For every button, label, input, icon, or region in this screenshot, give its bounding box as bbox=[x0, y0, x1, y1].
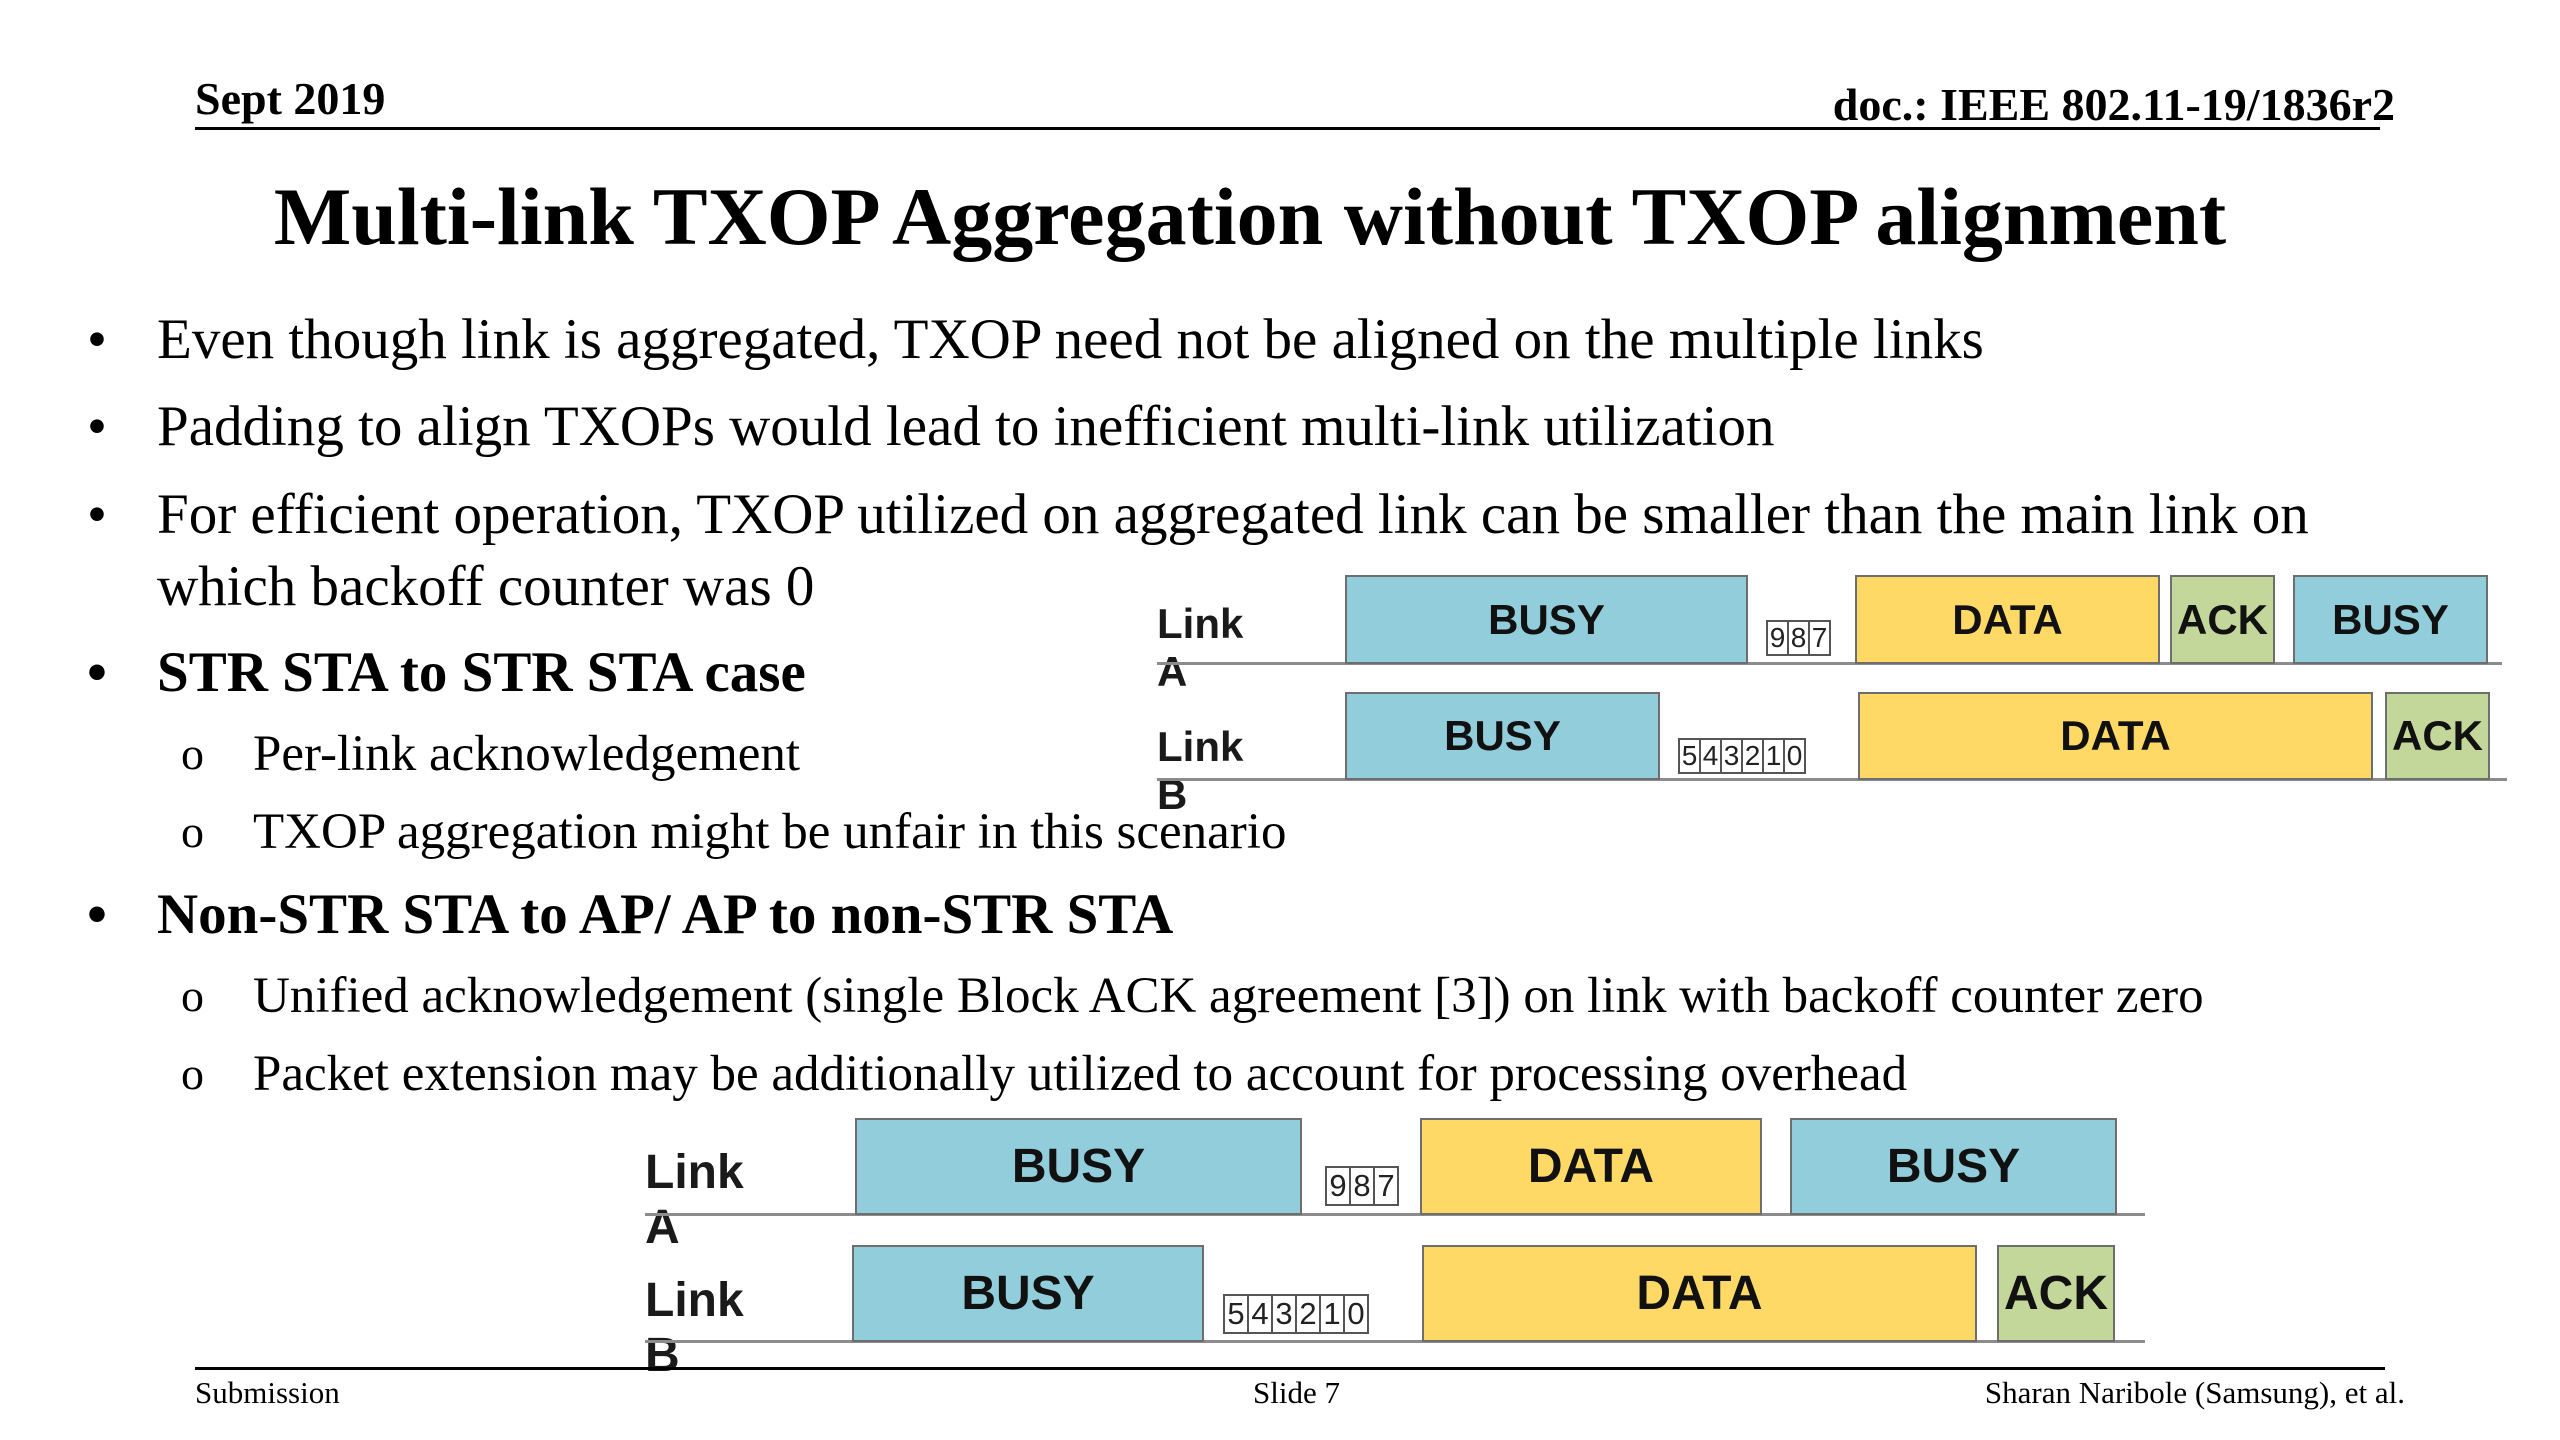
link-a-busy-block: BUSY bbox=[855, 1118, 1302, 1215]
link-b-data-block: DATA bbox=[1858, 692, 2373, 780]
link-a-label: Link A bbox=[645, 1146, 744, 1254]
bullet-marker: • bbox=[87, 641, 107, 704]
bullet-text: Padding to align TXOPs would lead to ine… bbox=[157, 395, 1775, 458]
link-a-busy-block-2: BUSY bbox=[2293, 575, 2488, 664]
footer-submission: Submission bbox=[195, 1375, 340, 1410]
bullet-marker: • bbox=[87, 483, 107, 546]
sub-bullet-text: Unified acknowledgement (single Block AC… bbox=[253, 968, 2204, 1024]
link-b-ack-block: ACK bbox=[2385, 692, 2490, 780]
link-b-ack-block: ACK bbox=[1997, 1245, 2115, 1342]
bullet-marker: • bbox=[87, 883, 107, 946]
footer-divider bbox=[195, 1367, 2385, 1370]
sub-bullet-text: Packet extension may be additionally uti… bbox=[253, 1046, 1908, 1102]
counter-slot: 8 bbox=[1349, 1166, 1375, 1206]
counter-slot: 4 bbox=[1247, 1294, 1273, 1334]
sub-bullet-marker: o bbox=[181, 728, 204, 779]
counter-slot: 3 bbox=[1271, 1294, 1297, 1334]
footer-author: Sharan Naribole (Samsung), et al. bbox=[1984, 1375, 2405, 1410]
link-b-data-block: DATA bbox=[1422, 1245, 1977, 1342]
counter-slot: 2 bbox=[1741, 738, 1764, 774]
counter-slot: 3 bbox=[1720, 738, 1743, 774]
sub-bullet-marker: o bbox=[181, 970, 204, 1021]
counter-slot: 1 bbox=[1762, 738, 1785, 774]
counter-slot: 7 bbox=[1808, 620, 1831, 656]
sub-bullet-marker: o bbox=[181, 1048, 204, 1099]
link-a-busy-block-2: BUSY bbox=[1790, 1118, 2117, 1215]
counter-slot: 7 bbox=[1373, 1166, 1399, 1206]
link-a-data-block: DATA bbox=[1855, 575, 2160, 664]
link-b-baseline bbox=[645, 1340, 2145, 1343]
counter-slot: 2 bbox=[1295, 1294, 1321, 1334]
link-b-backoff-counter: 5 4 3 2 1 0 bbox=[1678, 738, 1806, 774]
counter-slot: 0 bbox=[1343, 1294, 1369, 1334]
bullet-4: • STR STA to STR STA case bbox=[87, 638, 806, 708]
counter-slot: 8 bbox=[1787, 620, 1810, 656]
link-a-busy-block: BUSY bbox=[1345, 575, 1748, 664]
bullet-2: • Padding to align TXOPs would lead to i… bbox=[87, 392, 1775, 462]
bullet-text: For efficient operation, TXOP utilized o… bbox=[157, 483, 2309, 546]
bullet-text: STR STA to STR STA case bbox=[157, 641, 806, 704]
bullet-marker: • bbox=[87, 308, 107, 371]
link-a-baseline bbox=[1157, 662, 2502, 665]
sub-bullet-2: o TXOP aggregation might be unfair in th… bbox=[181, 801, 1287, 863]
bullet-text: Non-STR STA to AP/ AP to non-STR STA bbox=[157, 883, 1174, 946]
link-b-busy-block: BUSY bbox=[1345, 692, 1660, 780]
link-b-busy-block: BUSY bbox=[852, 1245, 1204, 1342]
link-a-ack-block: ACK bbox=[2170, 575, 2275, 664]
link-b-label: Link B bbox=[1157, 723, 1244, 818]
slide-title: Multi-link TXOP Aggregation without TXOP… bbox=[273, 171, 2227, 262]
counter-slot: 0 bbox=[1783, 738, 1806, 774]
sub-bullet-4: o Packet extension may be additionally u… bbox=[181, 1043, 1908, 1105]
footer-slide-number: Slide 7 bbox=[1253, 1375, 1340, 1410]
sub-bullet-text: Per-link acknowledgement bbox=[253, 726, 801, 782]
counter-slot: 5 bbox=[1223, 1294, 1249, 1334]
link-a-data-block: DATA bbox=[1420, 1118, 1762, 1215]
header-date: Sept 2019 bbox=[195, 73, 386, 124]
sub-bullet-text: TXOP aggregation might be unfair in this… bbox=[253, 804, 1287, 860]
sub-bullet-3: o Unified acknowledgement (single Block … bbox=[181, 965, 2204, 1027]
counter-slot: 9 bbox=[1766, 620, 1789, 656]
bullet-5: • Non-STR STA to AP/ AP to non-STR STA bbox=[87, 880, 1174, 950]
link-a-backoff-counter: 9 8 7 bbox=[1766, 620, 1831, 656]
bullet-3: • For efficient operation, TXOP utilized… bbox=[87, 480, 2309, 550]
sub-bullet-marker: o bbox=[181, 806, 204, 857]
link-b-baseline bbox=[1157, 778, 2507, 781]
header-doc-id: doc.: IEEE 802.11-19/1836r2 bbox=[1832, 79, 2395, 130]
counter-slot: 4 bbox=[1699, 738, 1722, 774]
bullet-3-continuation: which backoff counter was 0 bbox=[157, 555, 815, 618]
sub-bullet-1: o Per-link acknowledgement bbox=[181, 723, 801, 785]
link-b-backoff-counter: 5 4 3 2 1 0 bbox=[1223, 1294, 1369, 1334]
counter-slot: 5 bbox=[1678, 738, 1701, 774]
counter-slot: 1 bbox=[1319, 1294, 1345, 1334]
link-a-backoff-counter: 9 8 7 bbox=[1325, 1166, 1399, 1206]
counter-slot: 9 bbox=[1325, 1166, 1351, 1206]
bullet-marker: • bbox=[87, 395, 107, 458]
link-a-label: Link A bbox=[1157, 600, 1244, 695]
header-divider bbox=[195, 127, 2380, 130]
link-a-baseline bbox=[645, 1213, 2145, 1216]
bullet-text: Even though link is aggregated, TXOP nee… bbox=[157, 308, 1984, 371]
link-b-label: Link B bbox=[645, 1274, 744, 1382]
bullet-1: • Even though link is aggregated, TXOP n… bbox=[87, 305, 1984, 375]
